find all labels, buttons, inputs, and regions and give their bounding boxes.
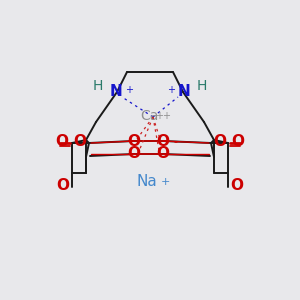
Text: +: + — [125, 85, 133, 95]
Text: Na: Na — [136, 175, 158, 190]
Text: N: N — [110, 83, 122, 98]
Text: H: H — [93, 79, 103, 93]
Text: O: O — [232, 134, 244, 149]
Text: Ca: Ca — [140, 109, 158, 123]
Text: O: O — [157, 134, 169, 148]
Text: O: O — [56, 134, 68, 149]
Text: O: O — [74, 134, 86, 149]
Text: O: O — [157, 146, 169, 161]
Text: ++: ++ — [155, 111, 171, 121]
Text: H: H — [197, 79, 207, 93]
Text: O: O — [230, 178, 244, 194]
Text: O: O — [128, 146, 140, 161]
Text: O: O — [56, 178, 70, 194]
Text: +: + — [167, 85, 175, 95]
Text: +: + — [160, 177, 170, 187]
Text: -: - — [173, 137, 177, 147]
Text: O: O — [214, 134, 226, 149]
Text: N: N — [178, 83, 190, 98]
Text: O: O — [128, 134, 140, 148]
